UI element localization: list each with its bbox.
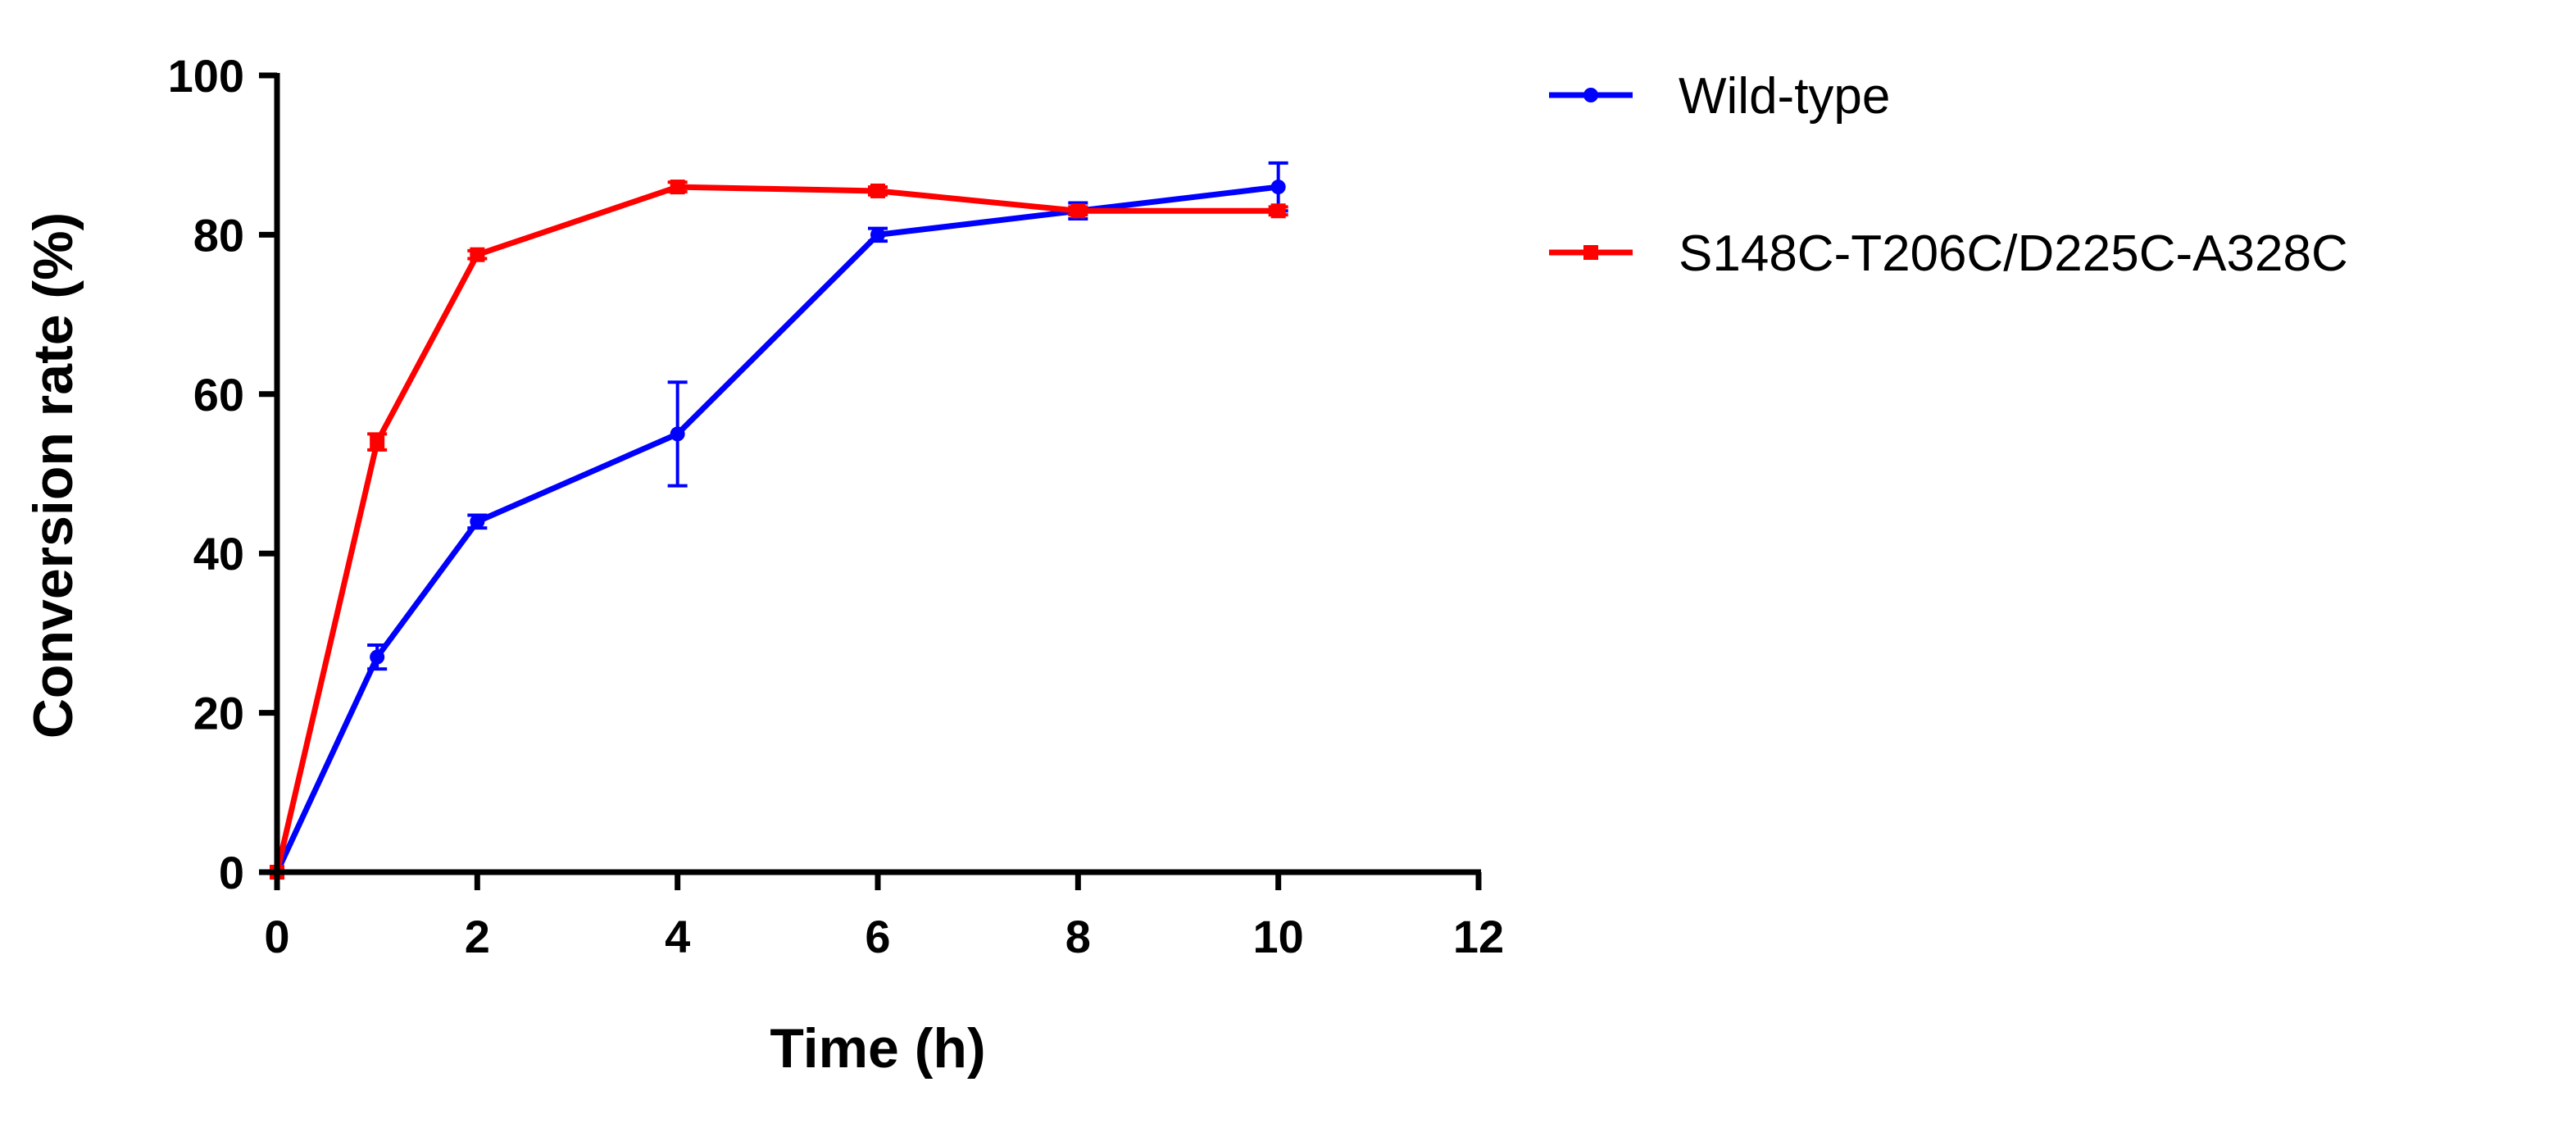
y-tick-label: 100 [168, 50, 244, 102]
data-point-marker [1583, 88, 1598, 102]
series-wild-type [270, 161, 1288, 880]
y-tick-label: 40 [193, 528, 244, 580]
data-point-marker [870, 183, 885, 198]
x-tick-label: 2 [465, 911, 490, 962]
y-axis-title: Conversion rate (%) [22, 212, 84, 739]
data-point-marker [370, 434, 385, 450]
legend-label: S148C-T206C/D225C-A328C [1679, 225, 2348, 282]
legend-label: Wild-type [1679, 68, 1890, 125]
data-point-marker [1070, 203, 1086, 219]
x-axis-title: Time (h) [770, 1017, 985, 1080]
x-tick-label: 0 [264, 911, 289, 962]
x-tick-label: 4 [665, 911, 690, 962]
data-point-marker [870, 227, 885, 243]
series-line [274, 184, 1279, 874]
y-axis-ticks: 0 20 40 60 80 100 [168, 50, 277, 898]
data-point-marker [470, 514, 485, 530]
data-point-marker [1270, 180, 1286, 195]
data-point-marker [1583, 245, 1598, 260]
series-mutant [270, 180, 1288, 880]
data-point-marker [1270, 203, 1286, 219]
series-layer [270, 161, 1288, 880]
y-tick-label: 20 [193, 688, 244, 739]
x-tick-label: 8 [1065, 911, 1091, 962]
data-point-marker [670, 180, 685, 195]
legend-item: S148C-T206C/D225C-A328C [1549, 225, 2348, 282]
data-point-marker [670, 426, 685, 442]
legend-item: Wild-type [1549, 68, 1890, 125]
series-line [274, 184, 1279, 873]
x-tick-label: 12 [1453, 911, 1504, 962]
x-tick-label: 6 [865, 911, 890, 962]
y-tick-label: 80 [193, 209, 244, 261]
data-point-marker [370, 649, 385, 665]
y-tick-label: 0 [219, 847, 244, 898]
x-tick-label: 10 [1253, 911, 1304, 962]
x-axis-ticks: 0 2 4 6 8 10 12 [264, 872, 1504, 962]
legend: Wild-type S148C-T206C/D225C-A328C [1549, 68, 2348, 282]
data-point-marker [470, 247, 485, 262]
y-tick-label: 60 [193, 369, 244, 421]
plot-area: 0 20 40 60 80 100 0 2 4 6 8 10 12 [168, 50, 1505, 962]
